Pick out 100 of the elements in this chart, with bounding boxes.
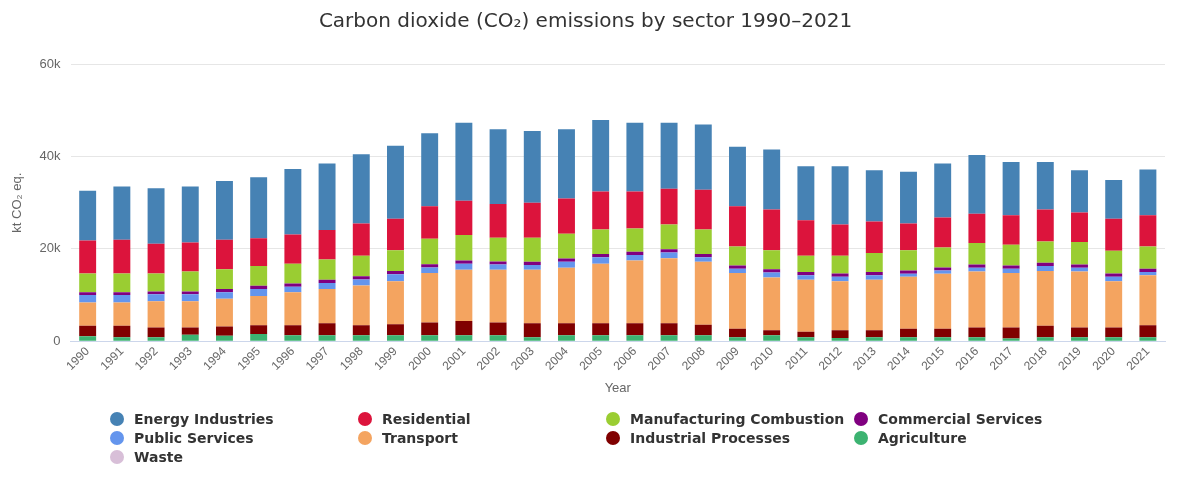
bar: [489, 269, 507, 323]
bar: [865, 272, 883, 276]
bar: [284, 234, 302, 264]
bar: [216, 239, 233, 270]
bar: [831, 273, 849, 277]
bar: [1105, 327, 1123, 338]
bar: [455, 263, 473, 270]
bar: [797, 272, 815, 276]
bar: [694, 124, 712, 190]
bar: [387, 281, 404, 325]
bar: [797, 331, 815, 338]
bar: [1105, 218, 1123, 251]
bar: [489, 129, 507, 205]
bar: [523, 269, 541, 324]
bar: [113, 295, 131, 303]
bar: [592, 253, 610, 258]
bar: [284, 283, 302, 287]
bar: [1002, 265, 1020, 269]
bar: [181, 242, 199, 272]
bar: [729, 246, 746, 266]
bar: [318, 163, 336, 230]
bar: [318, 279, 336, 284]
bar: [865, 253, 883, 273]
bar: [626, 122, 644, 192]
bar: [968, 242, 986, 265]
bar: [147, 294, 165, 302]
bar: [900, 328, 917, 338]
bar: [1036, 161, 1054, 210]
bar: [900, 171, 917, 224]
bar: [216, 292, 233, 299]
bar: [626, 251, 644, 255]
bar: [147, 337, 165, 341]
bar: [1105, 250, 1123, 274]
bar: [729, 328, 746, 338]
bar: [1002, 244, 1020, 266]
bar: [352, 335, 370, 341]
bar: [763, 277, 781, 331]
bar: [455, 335, 473, 341]
bar: [387, 250, 404, 272]
bar: [592, 335, 610, 341]
bar: [216, 269, 233, 290]
bar: [250, 266, 268, 286]
bar: [113, 302, 131, 326]
bar: [934, 217, 952, 248]
bar: [318, 289, 336, 324]
bar: [387, 335, 404, 341]
bar: [865, 170, 883, 222]
bar: [865, 275, 883, 280]
bar: [968, 337, 986, 341]
bar: [1105, 273, 1123, 277]
bar: [113, 273, 131, 293]
bar: [968, 271, 986, 328]
bar: [934, 328, 952, 338]
bar: [592, 191, 610, 230]
bar: [1139, 246, 1157, 269]
bar: [1036, 271, 1054, 326]
bar: [797, 166, 815, 221]
bar: [729, 265, 746, 269]
bar: [523, 265, 541, 270]
bar: [387, 274, 404, 282]
bar: [1071, 170, 1088, 213]
bar: [1139, 325, 1157, 338]
legend-label: Commercial Services: [878, 410, 1043, 427]
bar: [694, 335, 712, 341]
bar: [318, 259, 336, 280]
bar: [147, 273, 165, 292]
bar: [1105, 180, 1123, 219]
bar: [558, 233, 575, 259]
bar: [318, 283, 336, 290]
bar: [592, 229, 610, 254]
bar: [421, 238, 439, 265]
bar: [387, 218, 404, 251]
bar: [558, 198, 575, 234]
bar: [455, 321, 473, 336]
bar: [558, 267, 575, 324]
bar: [421, 335, 439, 341]
bar: [352, 325, 370, 336]
bar: [113, 186, 131, 240]
bar: [900, 337, 917, 341]
bar: [831, 224, 849, 256]
bar: [660, 224, 678, 250]
legend-label: Agriculture: [878, 429, 967, 446]
bar: [660, 335, 678, 341]
bar: [729, 206, 746, 247]
bar: [1139, 215, 1157, 247]
bar: [1002, 215, 1020, 245]
bar: [113, 325, 131, 338]
bar: [1002, 327, 1020, 339]
bar: [79, 325, 97, 337]
bar: [489, 264, 507, 270]
bar: [1036, 325, 1054, 338]
bar: [558, 323, 575, 336]
bar: [523, 131, 541, 203]
bar: [934, 273, 952, 329]
bar: [216, 298, 233, 327]
bar: [1071, 267, 1088, 272]
bar: [1139, 169, 1157, 216]
bar: [660, 188, 678, 225]
bar: [250, 296, 268, 326]
bar: [284, 263, 302, 284]
